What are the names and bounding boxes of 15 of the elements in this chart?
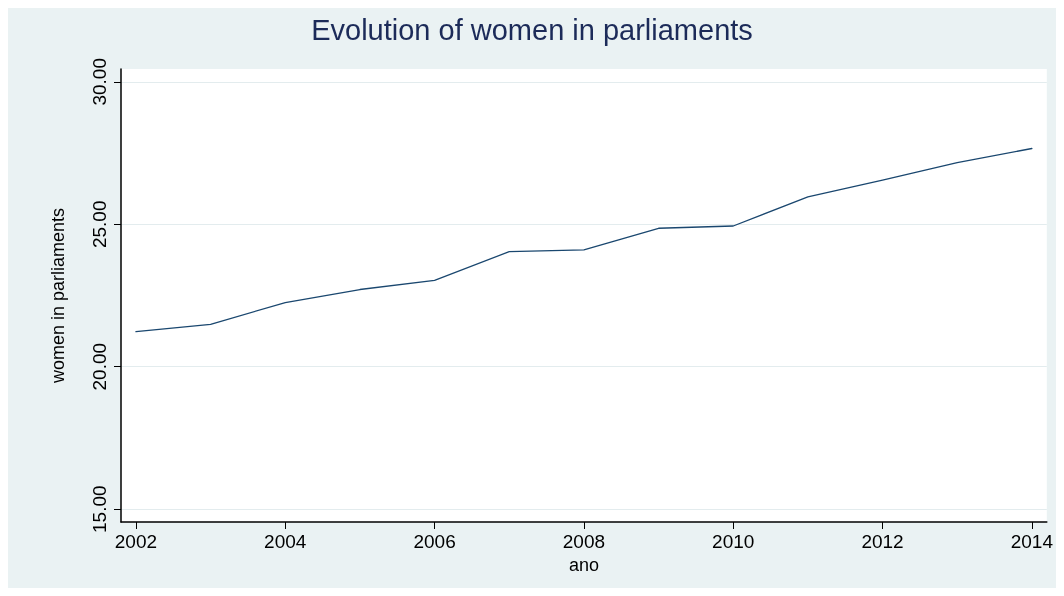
x-tick-label: 2014 — [1010, 531, 1054, 552]
y-tick-label: 15.00 — [89, 485, 110, 533]
x-tick-label: 2006 — [413, 531, 456, 552]
x-tick-label: 2004 — [264, 531, 307, 552]
x-tick-label: 2010 — [712, 531, 755, 552]
x-tick-label: 2008 — [562, 531, 606, 552]
x-axis-title: ano — [568, 554, 599, 575]
line-series — [135, 147, 1033, 333]
y-axis-title: women in parliaments — [48, 207, 68, 385]
x-tick-label: 2012 — [861, 531, 904, 552]
y-tick-label: 25.00 — [89, 200, 110, 249]
y-tick-label: 20.00 — [89, 342, 110, 391]
chart-title: Evolution of women in parliaments — [311, 13, 753, 46]
x-tick-label: 2002 — [114, 531, 158, 552]
y-tick-label: 30.00 — [89, 58, 110, 106]
